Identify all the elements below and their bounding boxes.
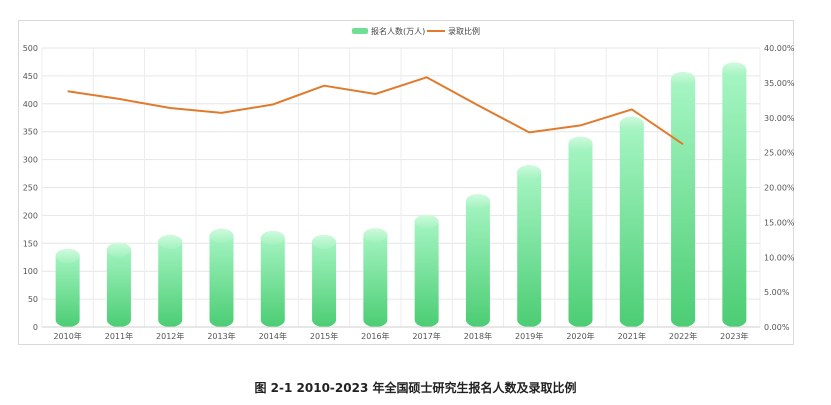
bar-cap [260,231,285,246]
bar [465,194,490,327]
x-tick-label: 2011年 [105,331,133,341]
x-tick-label: 2021年 [618,331,646,341]
bar [722,62,747,328]
y-left-tick-label: 100 [23,267,38,276]
bar-cap [568,136,593,151]
y-right-tick-label: 30.00% [764,114,795,123]
legend: 报名人数(万人) 录取比例 [352,26,480,36]
bar-cap [517,165,542,180]
figure-caption: 图 2-1 2010-2023 年全国硕士研究生报名人数及录取比例 [254,381,577,395]
y-right-tick-label: 5.00% [764,288,790,297]
bar [209,228,234,327]
legend-line-label: 录取比例 [448,26,480,36]
bar [312,234,337,327]
y-left-tick-label: 250 [23,184,38,193]
bar-cap [209,228,234,243]
y-left-tick-label: 450 [23,72,38,81]
bar-cap [158,234,183,249]
bar [517,165,542,327]
y-right-tick-label: 10.00% [764,253,795,262]
legend-bar-label: 报名人数(万人) [371,26,425,36]
bar [158,234,183,327]
bar [414,214,439,327]
combo-chart: 0 50 100 150 200 250 300 350 400 450 500 0.00% 5.00%… [23,26,795,341]
line-layer [67,76,684,146]
x-tick-label: 2014年 [259,331,287,341]
x-tick-label: 2020年 [566,331,594,341]
x-tick-label: 2012年 [156,331,184,341]
y-left-tick-label: 300 [23,156,38,165]
x-tick-label: 2019年 [515,331,543,341]
x-tick-label: 2017年 [412,331,440,341]
y-right-tick-label: 15.00% [764,218,795,227]
x-tick-label: 2018年 [464,331,492,341]
y-left-tick-label: 0 [33,323,38,332]
chart-frame: 0 50 100 150 200 250 300 350 400 450 500 0.00% 5.00%… [18,20,795,345]
bar-cap [312,234,337,249]
axis-layer: 0 50 100 150 200 250 300 350 400 450 500 0.00% 5.00%… [23,44,795,341]
bar-cap [363,228,388,243]
bar-cap [106,242,131,257]
y-left-tick-label: 400 [23,100,38,109]
y-right-tick-label: 20.00% [764,184,795,193]
bar-cap [619,116,644,131]
x-tick-label: 2022年 [669,331,697,341]
x-tick-label: 2023年 [720,331,748,341]
bar-cap [55,248,80,263]
bar-cap [722,62,747,77]
x-tick-label: 2013年 [207,331,235,341]
y-right-tick-label: 0.00% [764,323,790,332]
y-left-tick-label: 150 [23,239,38,248]
bar [106,242,131,327]
x-tick-label: 2010年 [53,331,81,341]
bar-cap [465,194,490,209]
y-left-tick-label: 350 [23,128,38,137]
legend-bar-swatch [352,28,368,34]
bar [260,231,285,327]
admission-ratio-line [67,76,684,146]
bar [568,136,593,327]
bar-cap [414,214,439,229]
bar [363,228,388,327]
y-left-tick-label: 50 [28,295,38,304]
bar [619,116,644,327]
y-left-tick-label: 500 [23,44,38,53]
y-left-tick-label: 200 [23,211,38,220]
grid-layer [41,47,761,328]
bar-cap [671,71,696,86]
x-tick-label: 2016年 [361,331,389,341]
y-right-tick-label: 40.00% [764,44,795,53]
x-tick-label: 2015年 [310,331,338,341]
y-right-tick-label: 25.00% [764,149,795,158]
bars-layer [55,62,747,328]
bar [671,71,696,327]
bar [55,248,80,327]
y-right-tick-label: 35.00% [764,79,795,88]
